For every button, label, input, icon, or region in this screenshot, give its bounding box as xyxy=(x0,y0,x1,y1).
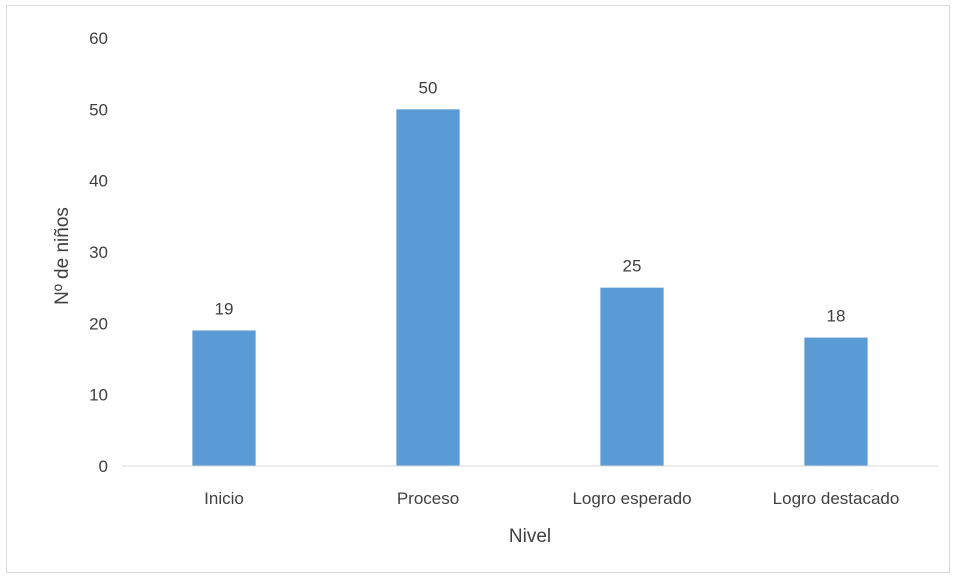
x-tick-label: Inicio xyxy=(204,489,244,508)
y-tick-label: 20 xyxy=(89,314,108,333)
bar xyxy=(396,109,460,466)
y-tick-label: 30 xyxy=(89,243,108,262)
bar xyxy=(192,330,256,466)
x-tick-label: Proceso xyxy=(397,489,459,508)
y-tick-label: 50 xyxy=(89,100,108,119)
bar xyxy=(804,337,868,466)
data-label: 25 xyxy=(623,257,642,276)
y-tick-label: 60 xyxy=(89,29,108,48)
bar xyxy=(600,287,664,466)
data-label: 50 xyxy=(419,78,438,97)
x-axis-title: Nivel xyxy=(509,526,551,547)
y-tick-label: 40 xyxy=(89,172,108,191)
x-tick-label: Logro destacado xyxy=(773,489,900,508)
data-label: 19 xyxy=(215,299,234,318)
y-axis-title: Nº de niños xyxy=(52,207,73,305)
x-tick-label: Logro esperado xyxy=(572,489,691,508)
data-label: 18 xyxy=(827,307,846,326)
y-tick-label: 0 xyxy=(99,457,108,476)
y-tick-label: 10 xyxy=(89,386,108,405)
chart-frame xyxy=(6,5,950,573)
